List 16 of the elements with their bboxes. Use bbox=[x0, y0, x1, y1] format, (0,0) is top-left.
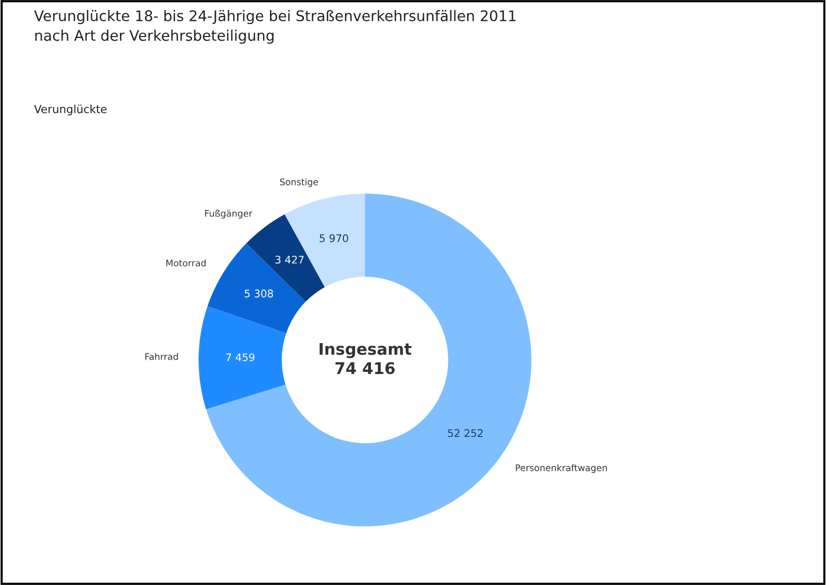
slice-label: Fahrrad bbox=[145, 353, 178, 360]
slice-label: Personenkraftwagen bbox=[516, 464, 607, 473]
donut-slice bbox=[284, 194, 365, 288]
data-label: 52 252 bbox=[448, 429, 483, 438]
slice-label: Fußgänger bbox=[205, 210, 252, 219]
data-label: 7 459 bbox=[226, 353, 254, 362]
donut-slice bbox=[208, 243, 306, 334]
data-label: 5 970 bbox=[320, 234, 348, 242]
text: Insgesamt 74 416 bbox=[320, 343, 412, 374]
slice-label: Motorrad bbox=[166, 259, 206, 266]
chart-subtitle: Verunglückte bbox=[34, 104, 107, 116]
data-label: 3 427 bbox=[275, 256, 304, 264]
data-label: 5 308 bbox=[244, 290, 274, 298]
slice-label: Sonstige bbox=[280, 178, 318, 188]
donut-slice bbox=[198, 306, 286, 410]
chart-title: Verunglückte 18- bis 24-Jährige bei Straßenverkehrsunfällen 2011 nach Art der Verkehrsbeteiligung bbox=[34, 10, 516, 44]
